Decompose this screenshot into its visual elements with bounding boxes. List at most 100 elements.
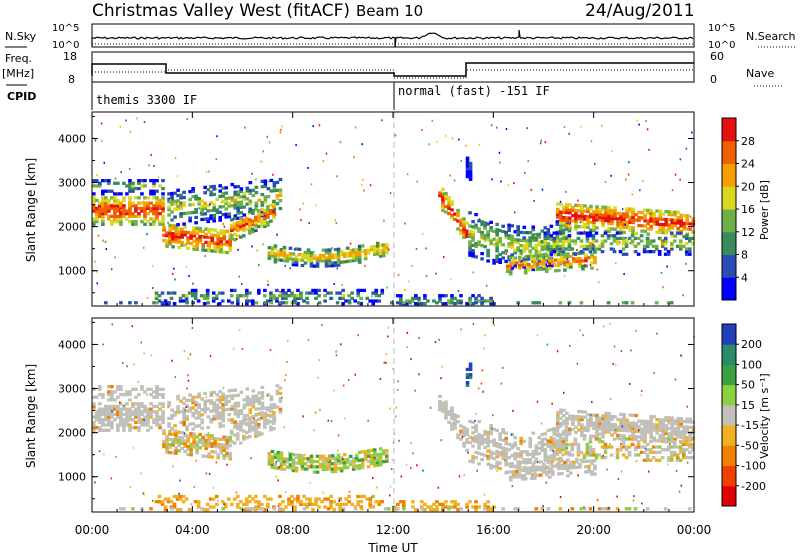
heatmap-cell bbox=[516, 455, 521, 459]
heatmap-cell bbox=[514, 475, 519, 479]
heatmap-cell bbox=[251, 497, 255, 501]
heatmap-cell bbox=[257, 214, 261, 218]
heatmap-cell bbox=[597, 247, 602, 251]
heatmap-cell bbox=[320, 500, 324, 504]
heatmap-cell bbox=[230, 407, 235, 411]
heatmap-cell bbox=[279, 459, 284, 463]
heatmap-cell bbox=[601, 218, 605, 223]
heatmap-cell bbox=[586, 418, 590, 422]
heatmap-cell bbox=[248, 202, 253, 206]
noise-point bbox=[583, 506, 585, 509]
heatmap-cell bbox=[188, 203, 192, 207]
heatmap-cell bbox=[193, 291, 198, 295]
heatmap-cell bbox=[110, 196, 114, 200]
heatmap-cell bbox=[131, 214, 135, 218]
heatmap-cell bbox=[393, 505, 397, 509]
heatmap-cell bbox=[116, 204, 120, 208]
heatmap-cell bbox=[489, 432, 493, 436]
noise-point bbox=[116, 191, 118, 194]
heatmap-cell bbox=[161, 192, 165, 196]
heatmap-cell bbox=[528, 241, 533, 245]
heatmap-cell bbox=[338, 505, 342, 509]
heatmap-cell bbox=[657, 250, 662, 254]
heatmap-cell bbox=[92, 196, 96, 200]
noise-point bbox=[635, 460, 638, 463]
noise-point bbox=[337, 434, 340, 437]
heatmap-cell bbox=[687, 507, 692, 511]
heatmap-cell bbox=[540, 248, 545, 252]
heatmap-cell bbox=[561, 448, 566, 452]
heatmap-cell bbox=[507, 234, 511, 238]
heatmap-cell bbox=[567, 301, 572, 305]
heatmap-cell bbox=[287, 502, 291, 506]
heatmap-cell bbox=[655, 428, 659, 432]
heatmap-cell bbox=[233, 214, 238, 218]
heatmap-cell bbox=[520, 474, 525, 479]
noise-point bbox=[342, 261, 344, 264]
heatmap-cell bbox=[600, 507, 605, 511]
heatmap-cell bbox=[206, 399, 210, 403]
heatmap-cell bbox=[447, 206, 451, 210]
heatmap-cell bbox=[513, 507, 518, 511]
heatmap-cell bbox=[624, 507, 629, 511]
heatmap-cell bbox=[587, 464, 591, 469]
heatmap-cell bbox=[128, 214, 132, 218]
heatmap-cell bbox=[359, 505, 363, 509]
heatmap-cell bbox=[685, 417, 690, 421]
heatmap-cell bbox=[368, 500, 373, 504]
heatmap-cell bbox=[546, 442, 551, 447]
heatmap-cell bbox=[282, 457, 287, 461]
heatmap-cell bbox=[558, 435, 563, 439]
heatmap-cell bbox=[375, 458, 380, 462]
heatmap-cell bbox=[113, 201, 117, 205]
heatmap-cell bbox=[522, 265, 527, 269]
heatmap-cell bbox=[559, 215, 563, 220]
noise-point bbox=[667, 463, 669, 466]
heatmap-cell bbox=[372, 252, 377, 257]
noise-point bbox=[307, 468, 309, 471]
heatmap-cell bbox=[254, 494, 258, 499]
heatmap-cell bbox=[450, 414, 454, 418]
heatmap-cell bbox=[649, 420, 653, 424]
heatmap-cell bbox=[327, 253, 332, 257]
heatmap-cell bbox=[113, 220, 117, 224]
heatmap-cell bbox=[480, 220, 484, 224]
heatmap-cell bbox=[216, 442, 221, 447]
heatmap-cell bbox=[649, 425, 653, 429]
heatmap-cell bbox=[194, 403, 198, 407]
noise-point bbox=[103, 161, 105, 164]
colorbar-tick-label: -50 bbox=[741, 439, 759, 452]
heatmap-cell bbox=[441, 206, 445, 210]
heatmap-cell bbox=[98, 426, 102, 430]
heatmap-cell bbox=[592, 210, 596, 214]
heatmap-cell bbox=[549, 440, 554, 444]
heatmap-cell bbox=[131, 222, 135, 226]
heatmap-cell bbox=[580, 225, 584, 229]
heatmap-cell bbox=[507, 442, 511, 447]
heatmap-cell bbox=[552, 247, 557, 251]
heatmap-cell bbox=[583, 217, 587, 221]
heatmap-cell bbox=[92, 220, 96, 224]
heatmap-cell bbox=[580, 204, 584, 208]
heatmap-cell bbox=[610, 222, 614, 226]
heatmap-cell bbox=[639, 239, 644, 243]
heatmap-cell bbox=[642, 445, 647, 449]
heatmap-cell bbox=[211, 497, 216, 501]
heatmap-cell bbox=[143, 212, 147, 216]
heatmap-cell bbox=[116, 410, 120, 414]
heatmap-cell bbox=[501, 251, 505, 255]
heatmap-cell bbox=[188, 197, 192, 202]
heatmap-cell bbox=[568, 216, 572, 220]
heatmap-cell bbox=[522, 249, 527, 253]
heatmap-cell bbox=[580, 217, 584, 221]
heatmap-cell bbox=[511, 258, 516, 263]
heatmap-cell bbox=[333, 461, 338, 466]
heatmap-cell bbox=[546, 228, 551, 232]
heatmap-cell bbox=[315, 459, 320, 464]
heatmap-cell bbox=[645, 442, 650, 447]
noise-point bbox=[313, 429, 315, 432]
colorbar-tick-label: 12 bbox=[741, 226, 755, 239]
heatmap-cell bbox=[648, 242, 653, 246]
heatmap-cell bbox=[624, 242, 629, 246]
noise-point bbox=[383, 219, 385, 222]
